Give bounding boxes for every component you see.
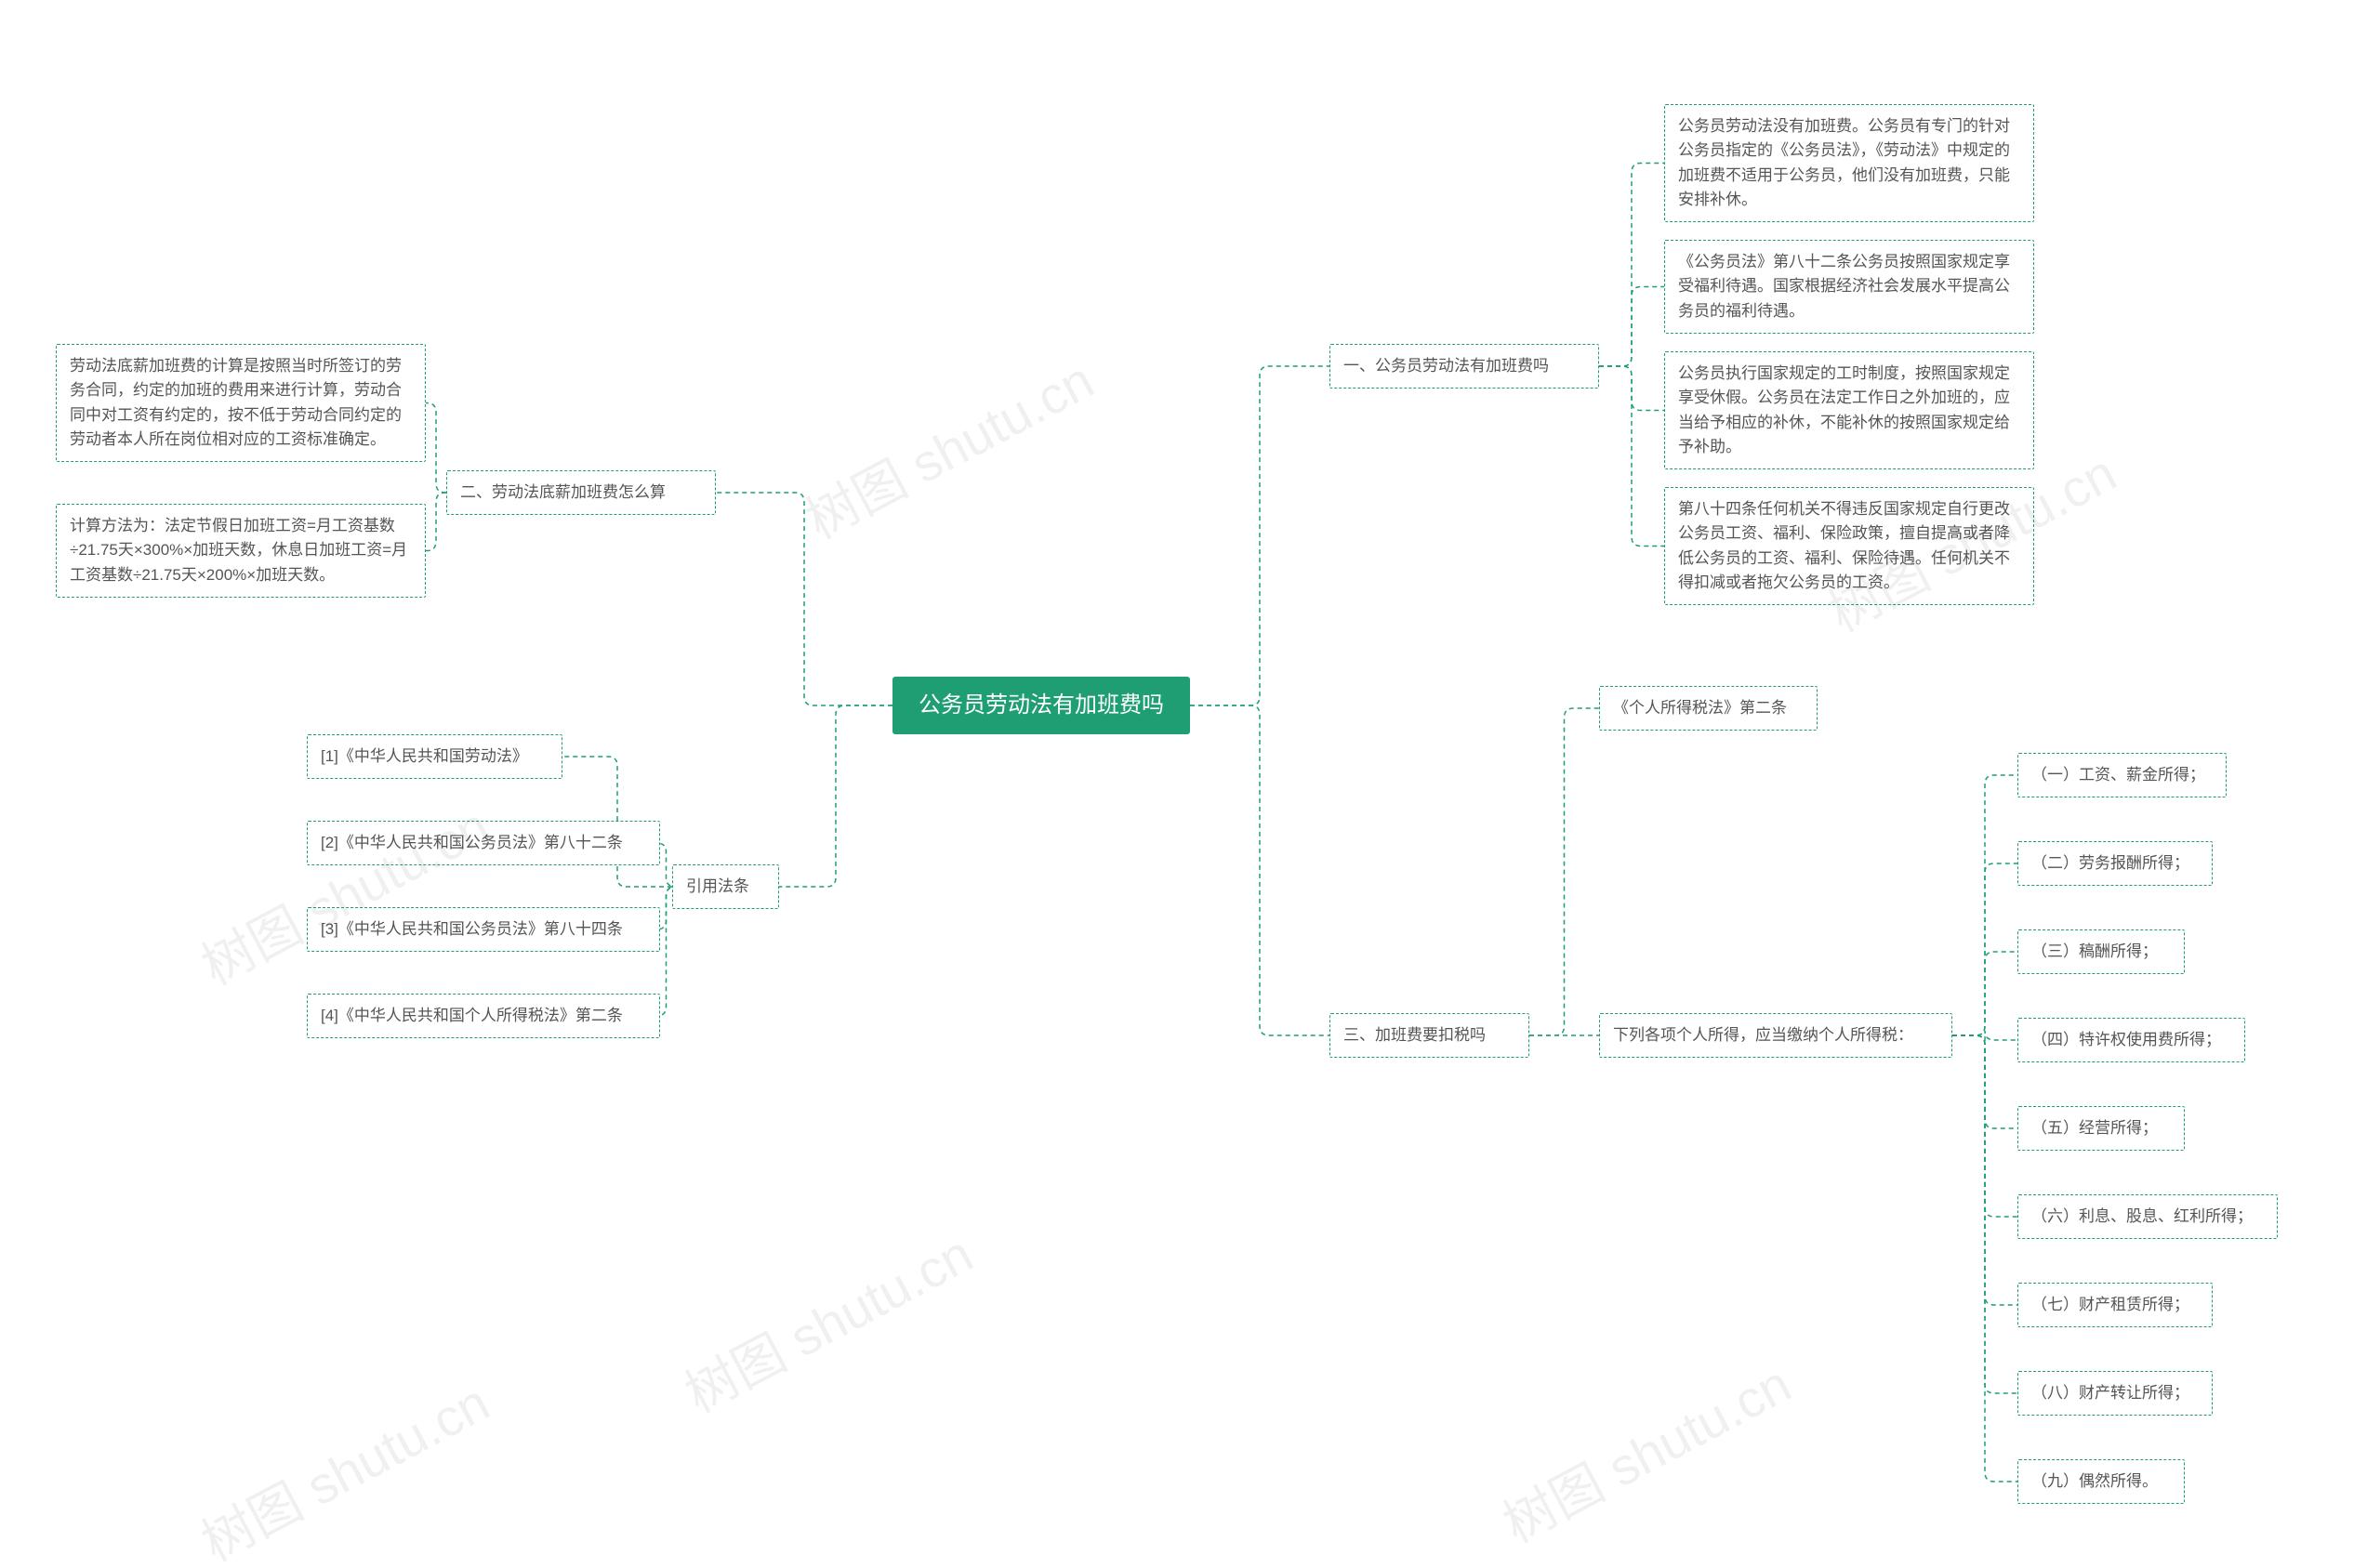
leaf-node: （八）财产转让所得； (2017, 1371, 2213, 1416)
leaf-node: 公务员劳动法没有加班费。公务员有专门的针对公务员指定的《公务员法》，《劳动法》中… (1664, 104, 2034, 222)
leaf-node: [2]《中华人民共和国公务员法》第八十二条 (307, 821, 660, 865)
watermark: 树图 shutu.cn (187, 785, 501, 1000)
branch-node: 引用法条 (672, 864, 779, 909)
branch-node: 三、加班费要扣税吗 (1329, 1013, 1529, 1058)
branch-node: 二、劳动法底薪加班费怎么算 (446, 470, 716, 515)
leaf-node: （二）劳务报酬所得； (2017, 841, 2213, 886)
watermark: 树图 shutu.cn (187, 1362, 501, 1568)
branch-node: 一、公务员劳动法有加班费吗 (1329, 344, 1599, 389)
leaf-node: （六）利息、股息、红利所得； (2017, 1194, 2278, 1239)
leaf-node: （七）财产租赁所得； (2017, 1283, 2213, 1327)
watermark: 树图 shutu.cn (1488, 1343, 1803, 1558)
root-node: 公务员劳动法有加班费吗 (892, 677, 1190, 734)
leaf-node: 公务员执行国家规定的工时制度，按照国家规定享受休假。公务员在法定工作日之外加班的… (1664, 351, 2034, 469)
leaf-node: 《公务员法》第八十二条公务员按照国家规定享受福利待遇。国家根据经济社会发展水平提… (1664, 240, 2034, 334)
leaf-node: 第八十四条任何机关不得违反国家规定自行更改公务员工资、福利、保险政策，擅自提高或… (1664, 487, 2034, 605)
leaf-node: 《个人所得税法》第二条 (1599, 686, 1818, 731)
leaf-node: 下列各项个人所得，应当缴纳个人所得税： (1599, 1013, 1952, 1058)
leaf-node: （一）工资、薪金所得； (2017, 753, 2227, 797)
leaf-node: [3]《中华人民共和国公务员法》第八十四条 (307, 907, 660, 952)
leaf-node: [4]《中华人民共和国个人所得税法》第二条 (307, 994, 660, 1038)
leaf-node: （四）特许权使用费所得； (2017, 1018, 2245, 1062)
leaf-node: 计算方法为：法定节假日加班工资=月工资基数÷21.75天×300%×加班天数，休… (56, 504, 426, 598)
watermark: 树图 shutu.cn (791, 339, 1105, 554)
leaf-node: （三）稿酬所得； (2017, 929, 2185, 974)
leaf-node: 劳动法底薪加班费的计算是按照当时所签订的劳务合同，约定的加班的费用来进行计算，劳… (56, 344, 426, 462)
watermark: 树图 shutu.cn (670, 1213, 985, 1428)
leaf-node: （九）偶然所得。 (2017, 1459, 2185, 1504)
leaf-node: [1]《中华人民共和国劳动法》 (307, 734, 562, 779)
leaf-node: （五）经营所得； (2017, 1106, 2185, 1151)
